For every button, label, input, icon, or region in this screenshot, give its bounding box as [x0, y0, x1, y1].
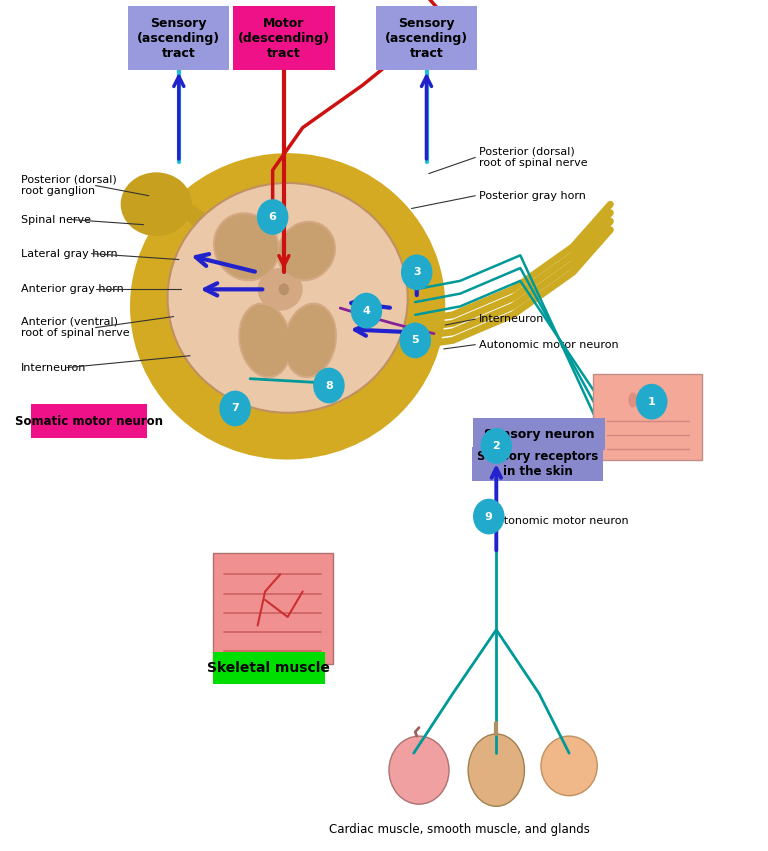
- Text: Skeletal muscle: Skeletal muscle: [207, 661, 330, 675]
- Ellipse shape: [215, 214, 278, 279]
- Text: Motor
(descending)
tract: Motor (descending) tract: [238, 17, 330, 60]
- FancyBboxPatch shape: [31, 404, 147, 438]
- Text: 7: 7: [231, 403, 239, 414]
- Circle shape: [399, 323, 431, 358]
- Text: Somatic motor neuron: Somatic motor neuron: [15, 414, 163, 428]
- FancyBboxPatch shape: [473, 418, 604, 450]
- Circle shape: [279, 283, 290, 295]
- Text: Posterior (dorsal)
root of spinal nerve: Posterior (dorsal) root of spinal nerve: [479, 146, 588, 168]
- Text: 6: 6: [269, 212, 276, 222]
- Text: 1: 1: [647, 397, 656, 407]
- Text: Interneuron: Interneuron: [479, 314, 545, 324]
- Circle shape: [401, 254, 432, 290]
- Ellipse shape: [283, 303, 337, 378]
- Text: Posterior gray horn: Posterior gray horn: [479, 191, 586, 201]
- Text: Sensory
(ascending)
tract: Sensory (ascending) tract: [385, 17, 468, 60]
- Text: Posterior (dorsal)
root ganglion: Posterior (dorsal) root ganglion: [22, 174, 117, 197]
- FancyBboxPatch shape: [213, 553, 333, 664]
- Ellipse shape: [121, 172, 192, 237]
- Text: Spinal nerve: Spinal nerve: [22, 214, 91, 225]
- Ellipse shape: [276, 220, 336, 282]
- Text: Sensory neuron: Sensory neuron: [484, 427, 594, 441]
- Ellipse shape: [130, 153, 445, 460]
- Text: Interneuron: Interneuron: [22, 363, 87, 373]
- Ellipse shape: [183, 200, 392, 396]
- FancyBboxPatch shape: [594, 374, 702, 460]
- Text: Autonomic motor neuron: Autonomic motor neuron: [488, 516, 628, 526]
- FancyBboxPatch shape: [213, 652, 325, 684]
- Ellipse shape: [238, 303, 292, 378]
- Text: Cardiac muscle, smooth muscle, and glands: Cardiac muscle, smooth muscle, and gland…: [329, 823, 590, 837]
- Ellipse shape: [628, 392, 637, 408]
- Ellipse shape: [279, 223, 334, 279]
- FancyBboxPatch shape: [233, 7, 335, 71]
- Text: Anterior (ventral)
root of spinal nerve: Anterior (ventral) root of spinal nerve: [22, 317, 130, 339]
- Text: 2: 2: [492, 441, 500, 451]
- Text: Lateral gray horn: Lateral gray horn: [22, 248, 118, 259]
- Circle shape: [313, 368, 345, 403]
- Circle shape: [220, 391, 251, 426]
- Ellipse shape: [257, 268, 303, 311]
- Text: 5: 5: [412, 335, 419, 346]
- Circle shape: [257, 199, 289, 235]
- FancyBboxPatch shape: [128, 7, 230, 71]
- Ellipse shape: [167, 183, 408, 413]
- Ellipse shape: [389, 736, 449, 804]
- Ellipse shape: [240, 305, 290, 376]
- Circle shape: [351, 293, 382, 328]
- Ellipse shape: [285, 305, 335, 376]
- Ellipse shape: [468, 734, 525, 807]
- Text: 3: 3: [413, 267, 421, 277]
- Text: Anterior gray horn: Anterior gray horn: [22, 284, 124, 294]
- Ellipse shape: [658, 392, 667, 408]
- Circle shape: [473, 499, 505, 534]
- Circle shape: [481, 428, 512, 464]
- Circle shape: [636, 384, 667, 420]
- Ellipse shape: [541, 736, 598, 796]
- Text: Sensory receptors
in the skin: Sensory receptors in the skin: [477, 450, 598, 477]
- Text: 9: 9: [485, 511, 493, 522]
- FancyBboxPatch shape: [376, 7, 477, 71]
- Text: Sensory
(ascending)
tract: Sensory (ascending) tract: [137, 17, 220, 60]
- Ellipse shape: [644, 392, 653, 408]
- Ellipse shape: [213, 212, 280, 282]
- FancyBboxPatch shape: [472, 447, 603, 481]
- Text: Autonomic motor neuron: Autonomic motor neuron: [479, 340, 619, 350]
- Text: 8: 8: [325, 380, 333, 391]
- Text: 4: 4: [362, 306, 370, 316]
